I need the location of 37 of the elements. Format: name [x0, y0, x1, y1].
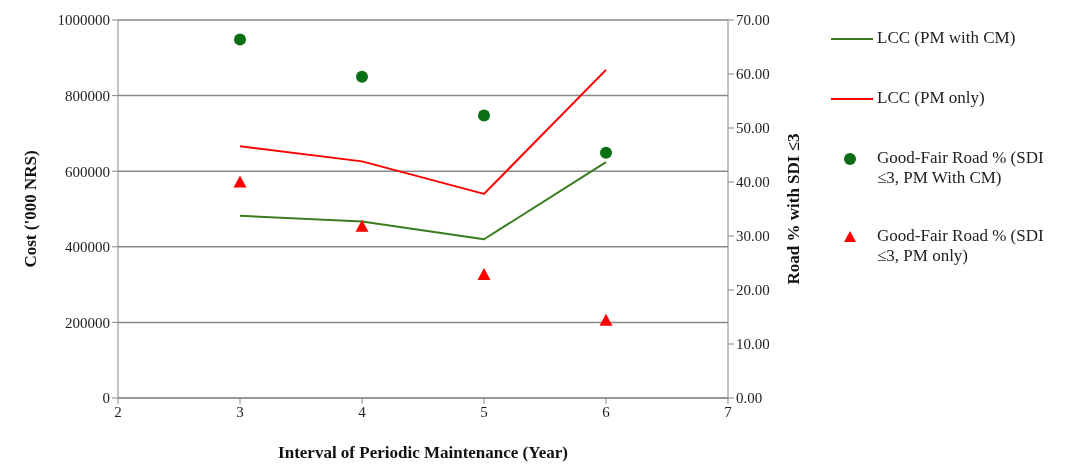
legend-label: LCC (PM with CM): [877, 28, 1017, 48]
x-tick-label: 3: [236, 403, 244, 420]
point: [356, 70, 368, 83]
point: [599, 313, 613, 326]
y2-tick-label: 20.00: [736, 282, 770, 299]
point: [355, 219, 369, 232]
y2-tick-label: 70.00: [736, 12, 770, 29]
y-axis-title: Cost ('000 NRS): [21, 150, 41, 268]
y-tick-label: 1000000: [57, 12, 110, 29]
point: [233, 175, 247, 188]
y2-tick-label: 40.00: [736, 174, 770, 191]
point: [477, 267, 491, 280]
y2-axis-title: Road % with SDI ≤3: [784, 133, 804, 285]
x-axis-title: Interval of Periodic Maintenance (Year): [278, 443, 568, 463]
y2-tick-label: 30.00: [736, 228, 770, 245]
x-tick-label: 7: [724, 403, 733, 420]
legend-label: LCC (PM only): [877, 88, 986, 108]
y-tick-label: 400000: [65, 239, 110, 256]
point: [600, 146, 612, 159]
y2-tick-label: 10.00: [736, 336, 770, 353]
y2-tick-label: 60.00: [736, 66, 770, 83]
x-tick-label: 2: [114, 403, 122, 420]
y2-tick-label: 0.00: [736, 390, 763, 407]
line-series: [239, 161, 607, 241]
x-tick-label: 5: [480, 403, 488, 420]
legend-label: Good-Fair Road % (SDI ≤3, PM With CM): [877, 148, 1045, 188]
y-tick-label: 0: [102, 390, 110, 407]
y2-tick-label: 50.00: [736, 120, 770, 137]
x-tick-label: 6: [602, 403, 611, 420]
y-tick-label: 800000: [65, 87, 110, 104]
x-tick-label: 4: [358, 403, 367, 420]
point: [234, 33, 246, 46]
line-series: [239, 68, 607, 195]
y-tick-label: 600000: [65, 163, 110, 180]
y-tick-label: 200000: [65, 314, 110, 331]
legend-label: Good-Fair Road % (SDI ≤3, PM only): [877, 226, 1045, 266]
point: [478, 109, 490, 122]
